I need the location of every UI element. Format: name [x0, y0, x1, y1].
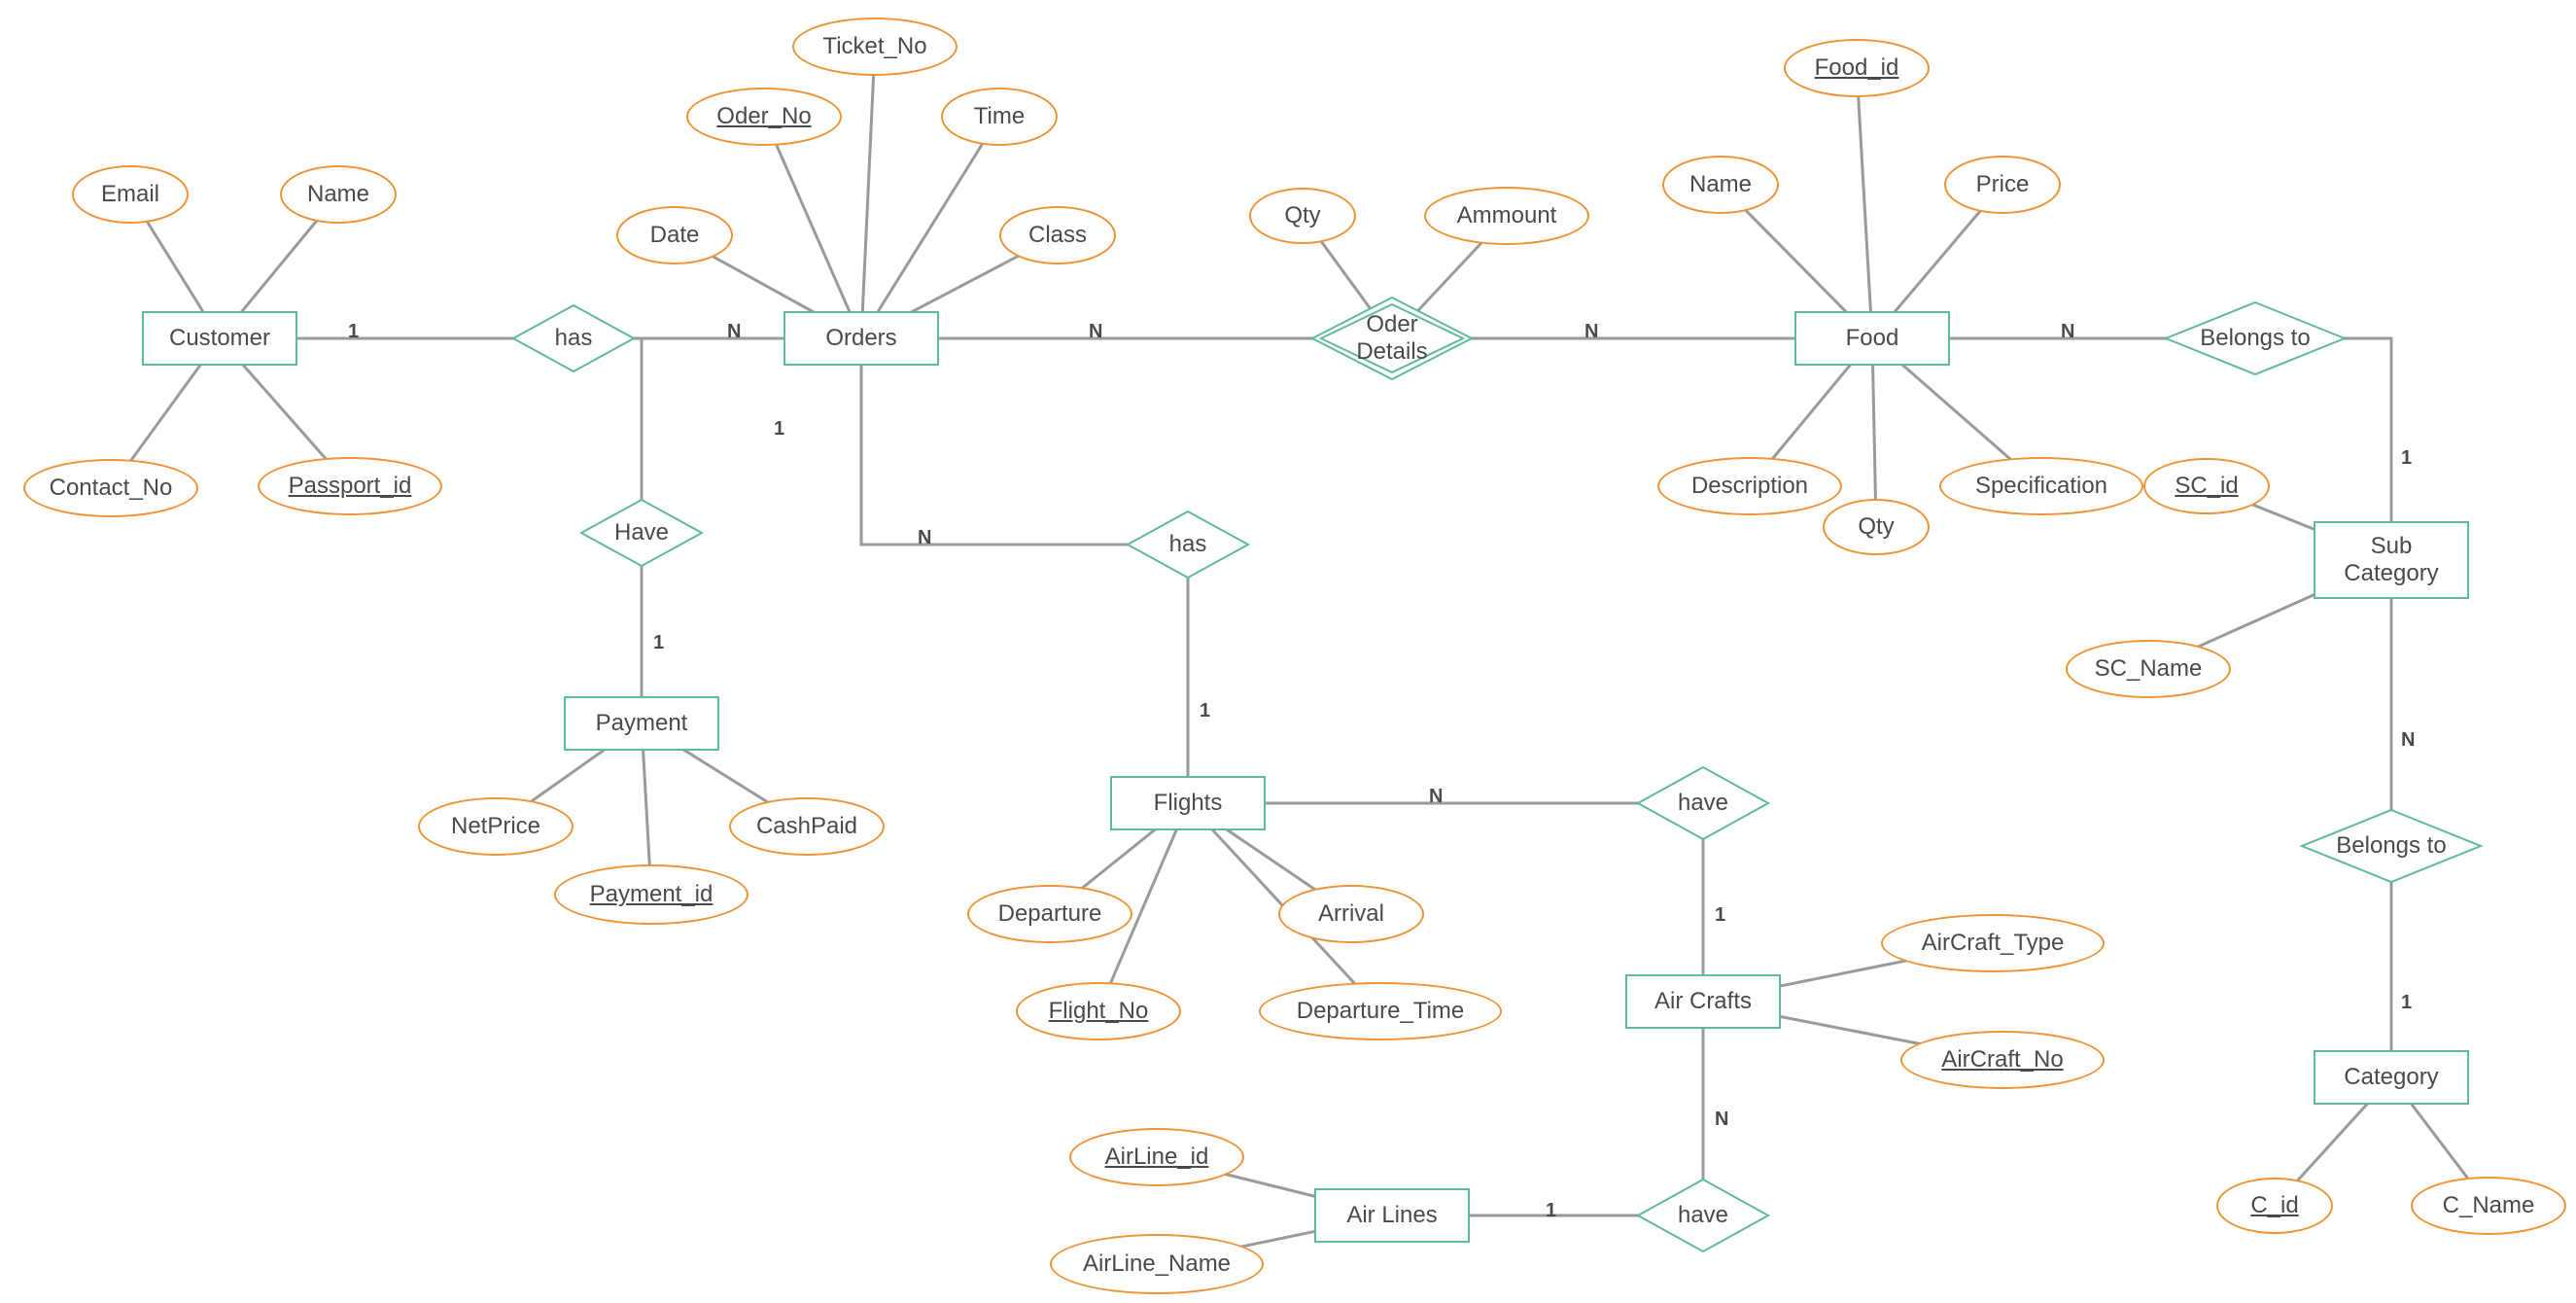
attribute-a_payid: Payment_id	[554, 864, 748, 925]
relationship-rel_oder: OderDetails	[1309, 295, 1475, 382]
attribute-a_cname: C_Name	[2411, 1177, 2566, 1235]
cardinality-label: N	[1584, 321, 1598, 343]
attribute-a_fname: Name	[1662, 156, 1779, 214]
attribute-a_spec: Specification	[1939, 457, 2143, 515]
attribute-a_name: Name	[280, 165, 397, 224]
attribute-a_desc: Description	[1657, 457, 1842, 515]
attribute-a_cashpaid: CashPaid	[729, 797, 885, 856]
entity-category: Category	[2314, 1050, 2469, 1105]
entity-flights: Flights	[1110, 776, 1266, 830]
attribute-a_class: Class	[999, 206, 1116, 264]
relationship-rel_belongs2: Belongs to	[2299, 807, 2484, 885]
attribute-a_flightno: Flight_No	[1016, 982, 1181, 1040]
cardinality-label: 1	[1715, 904, 1725, 927]
attribute-a_cid: C_id	[2216, 1178, 2333, 1234]
cardinality-label: N	[1429, 786, 1443, 808]
relationship-rel_have3: have	[1635, 1177, 1771, 1254]
cardinality-label: 1	[1546, 1200, 1556, 1222]
cardinality-label: N	[727, 321, 741, 343]
attribute-a_departure: Departure	[967, 885, 1132, 943]
attribute-a_foodid: Food_id	[1784, 39, 1930, 97]
attribute-a_contact: Contact_No	[23, 459, 198, 517]
relationship-rel_have2: have	[1635, 764, 1771, 842]
attribute-a_qty: Qty	[1249, 188, 1356, 244]
attribute-a_arrival: Arrival	[1278, 885, 1424, 943]
attribute-a_ammount: Ammount	[1424, 187, 1589, 245]
attribute-a_date: Date	[616, 206, 733, 264]
entity-food: Food	[1794, 311, 1950, 366]
attribute-a_deptime: Departure_Time	[1259, 982, 1502, 1040]
entity-orders: Orders	[783, 311, 939, 366]
attribute-a_airlineid: AirLine_id	[1069, 1128, 1244, 1186]
cardinality-label: 1	[653, 632, 664, 654]
attribute-a_netprice: NetPrice	[418, 797, 574, 856]
entity-aircrafts: Air Crafts	[1625, 974, 1781, 1029]
cardinality-label: N	[1715, 1109, 1728, 1131]
attribute-a_time: Time	[941, 88, 1058, 146]
cardinality-label: N	[2401, 729, 2415, 752]
attribute-a_actype: AirCraft_Type	[1881, 914, 2105, 972]
cardinality-label: 1	[2401, 447, 2412, 470]
relationship-rel_has2: has	[1125, 509, 1251, 581]
attribute-a_passport: Passport_id	[258, 457, 442, 515]
attribute-a_email: Email	[72, 165, 189, 224]
er-diagram-canvas: Customer Orders Payment Flights Food SubCateg…	[0, 0, 2576, 1303]
attribute-a_price: Price	[1944, 156, 2061, 214]
cardinality-label: 1	[1200, 700, 1210, 722]
attribute-a_oderno: Oder_No	[686, 88, 842, 146]
cardinality-label: 1	[348, 321, 359, 343]
cardinality-label: 1	[774, 418, 784, 440]
relationship-rel_have1: Have	[578, 497, 705, 569]
cardinality-label: N	[918, 527, 931, 549]
attribute-a_acno: AirCraft_No	[1900, 1031, 2105, 1089]
entity-cust: Customer	[142, 311, 297, 366]
attribute-a_fqty: Qty	[1823, 499, 1930, 555]
relationship-rel_has1: has	[510, 302, 637, 374]
cardinality-label: N	[2061, 321, 2074, 343]
entity-payment: Payment	[564, 696, 719, 751]
attribute-a_scid: SC_id	[2143, 458, 2270, 514]
attribute-a_ticketno: Ticket_No	[792, 18, 957, 76]
cardinality-label: N	[1089, 321, 1102, 343]
relationship-rel_belongs1: Belongs to	[2163, 299, 2348, 377]
attribute-a_scname: SC_Name	[2066, 640, 2231, 698]
attribute-a_airlinename: AirLine_Name	[1050, 1234, 1264, 1294]
entity-subcat: SubCategory	[2314, 521, 2469, 599]
cardinality-label: 1	[2401, 992, 2412, 1014]
entity-airlines: Air Lines	[1314, 1188, 1470, 1243]
